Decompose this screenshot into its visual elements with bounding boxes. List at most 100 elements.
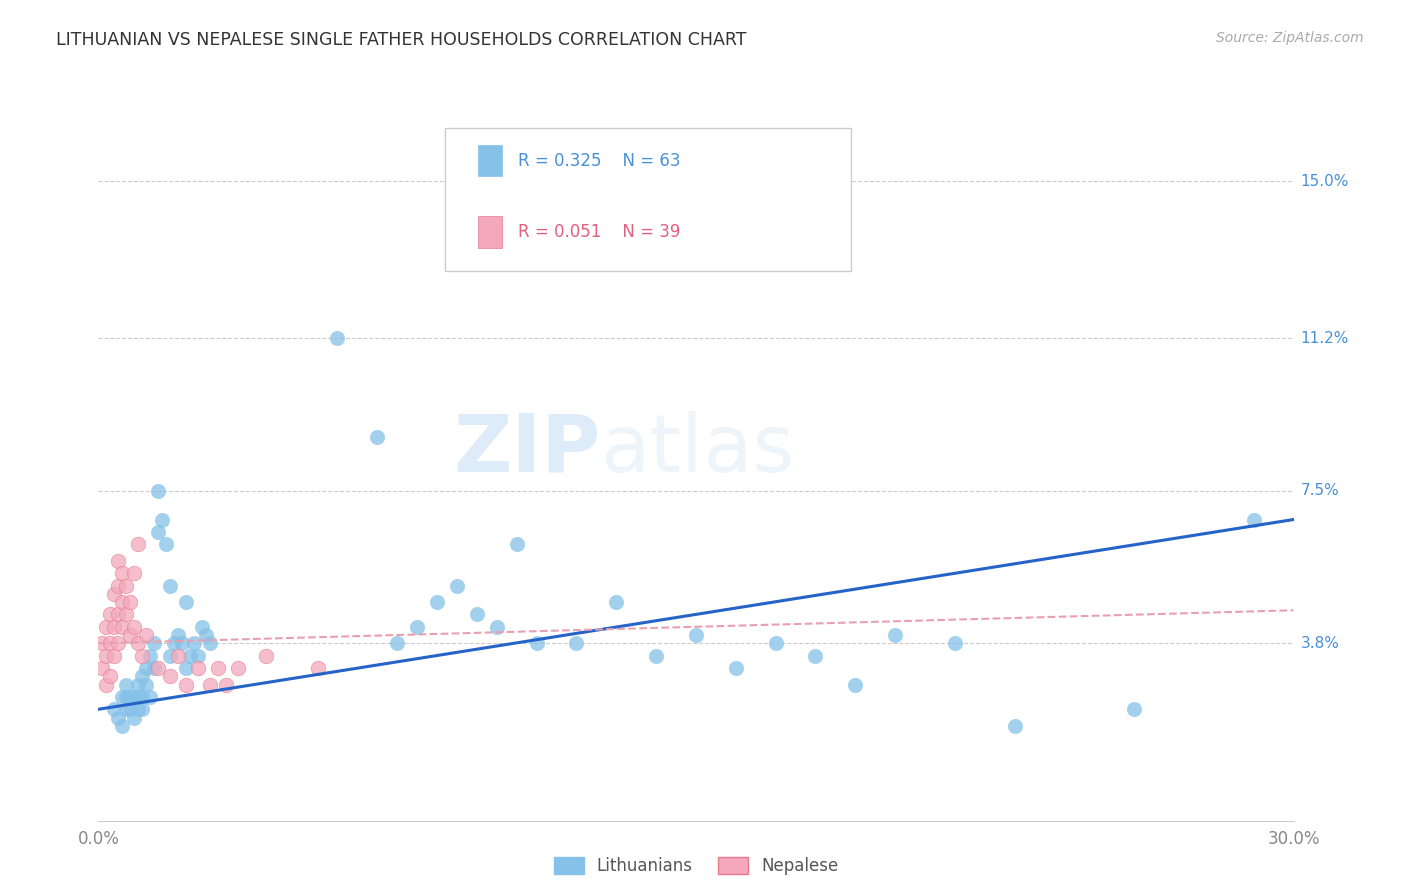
Point [120, 628, 142, 642]
Text: Source: ZipAtlas.com: Source: ZipAtlas.com [1216, 31, 1364, 45]
Point [685, 628, 707, 642]
Point [107, 710, 129, 724]
Point [135, 661, 157, 675]
Point [103, 648, 125, 663]
Text: 11.2%: 11.2% [1301, 331, 1348, 345]
Point [96, 677, 118, 691]
Point [884, 628, 907, 642]
Point [187, 648, 209, 663]
Point [107, 554, 129, 568]
Point [187, 661, 209, 675]
Point [120, 595, 142, 609]
Point [172, 636, 194, 650]
Point [107, 636, 129, 650]
Point [526, 636, 548, 650]
Point [115, 578, 138, 592]
Point [446, 578, 468, 592]
Point [804, 648, 827, 663]
Point [198, 677, 221, 691]
Point [131, 648, 153, 663]
Point [174, 595, 197, 609]
Point [111, 719, 134, 733]
Point [124, 690, 146, 704]
Point [485, 620, 508, 634]
Point [135, 628, 157, 642]
Point [115, 690, 138, 704]
Point [765, 636, 787, 650]
Point [124, 566, 146, 581]
Point [96, 648, 118, 663]
Point [103, 620, 125, 634]
Text: 3.8%: 3.8% [1301, 636, 1340, 651]
Point [115, 702, 138, 716]
Point [135, 677, 157, 691]
Point [148, 524, 170, 539]
Point [406, 620, 429, 634]
Text: atlas: atlas [600, 410, 794, 489]
Point [174, 661, 197, 675]
Point [148, 661, 170, 675]
Point [107, 578, 129, 592]
Point [1243, 512, 1265, 526]
Point [98, 669, 122, 683]
Point [111, 620, 134, 634]
Point [103, 587, 125, 601]
Point [254, 648, 277, 663]
Point [127, 636, 149, 650]
Legend: Lithuanians, Nepalese: Lithuanians, Nepalese [546, 849, 846, 884]
Point [143, 661, 166, 675]
Point [131, 690, 153, 704]
Point [207, 661, 229, 675]
Point [143, 636, 166, 650]
Point [124, 710, 146, 724]
Point [98, 636, 122, 650]
Point [605, 595, 627, 609]
Point [159, 648, 181, 663]
Point [115, 677, 138, 691]
Point [465, 607, 488, 622]
Point [565, 636, 588, 650]
Point [131, 702, 153, 716]
Point [120, 690, 142, 704]
Point [326, 331, 349, 345]
Point [724, 661, 747, 675]
Point [943, 636, 966, 650]
Point [139, 648, 162, 663]
Point [426, 595, 449, 609]
Point [167, 648, 190, 663]
Point [1123, 702, 1146, 716]
Point [111, 595, 134, 609]
Point [124, 620, 146, 634]
Point [645, 648, 668, 663]
Point [215, 677, 238, 691]
Point [159, 578, 181, 592]
Point [111, 566, 134, 581]
Point [111, 690, 134, 704]
Text: 15.0%: 15.0% [1301, 174, 1348, 189]
Point [385, 636, 409, 650]
Text: 7.5%: 7.5% [1301, 483, 1340, 498]
Point [198, 636, 221, 650]
Point [131, 669, 153, 683]
Point [174, 677, 197, 691]
Point [139, 690, 162, 704]
Point [226, 661, 249, 675]
Point [98, 607, 122, 622]
Point [127, 702, 149, 716]
Point [1004, 719, 1026, 733]
Text: R = 0.325    N = 63: R = 0.325 N = 63 [517, 152, 681, 169]
Point [163, 636, 186, 650]
FancyBboxPatch shape [444, 128, 851, 271]
Point [159, 669, 181, 683]
Point [120, 702, 142, 716]
Point [148, 483, 170, 498]
Point [107, 607, 129, 622]
Point [91, 636, 114, 650]
Point [844, 677, 866, 691]
Point [183, 636, 205, 650]
FancyBboxPatch shape [478, 145, 502, 177]
FancyBboxPatch shape [478, 216, 502, 248]
Point [103, 702, 125, 716]
Point [167, 628, 190, 642]
Point [179, 648, 201, 663]
